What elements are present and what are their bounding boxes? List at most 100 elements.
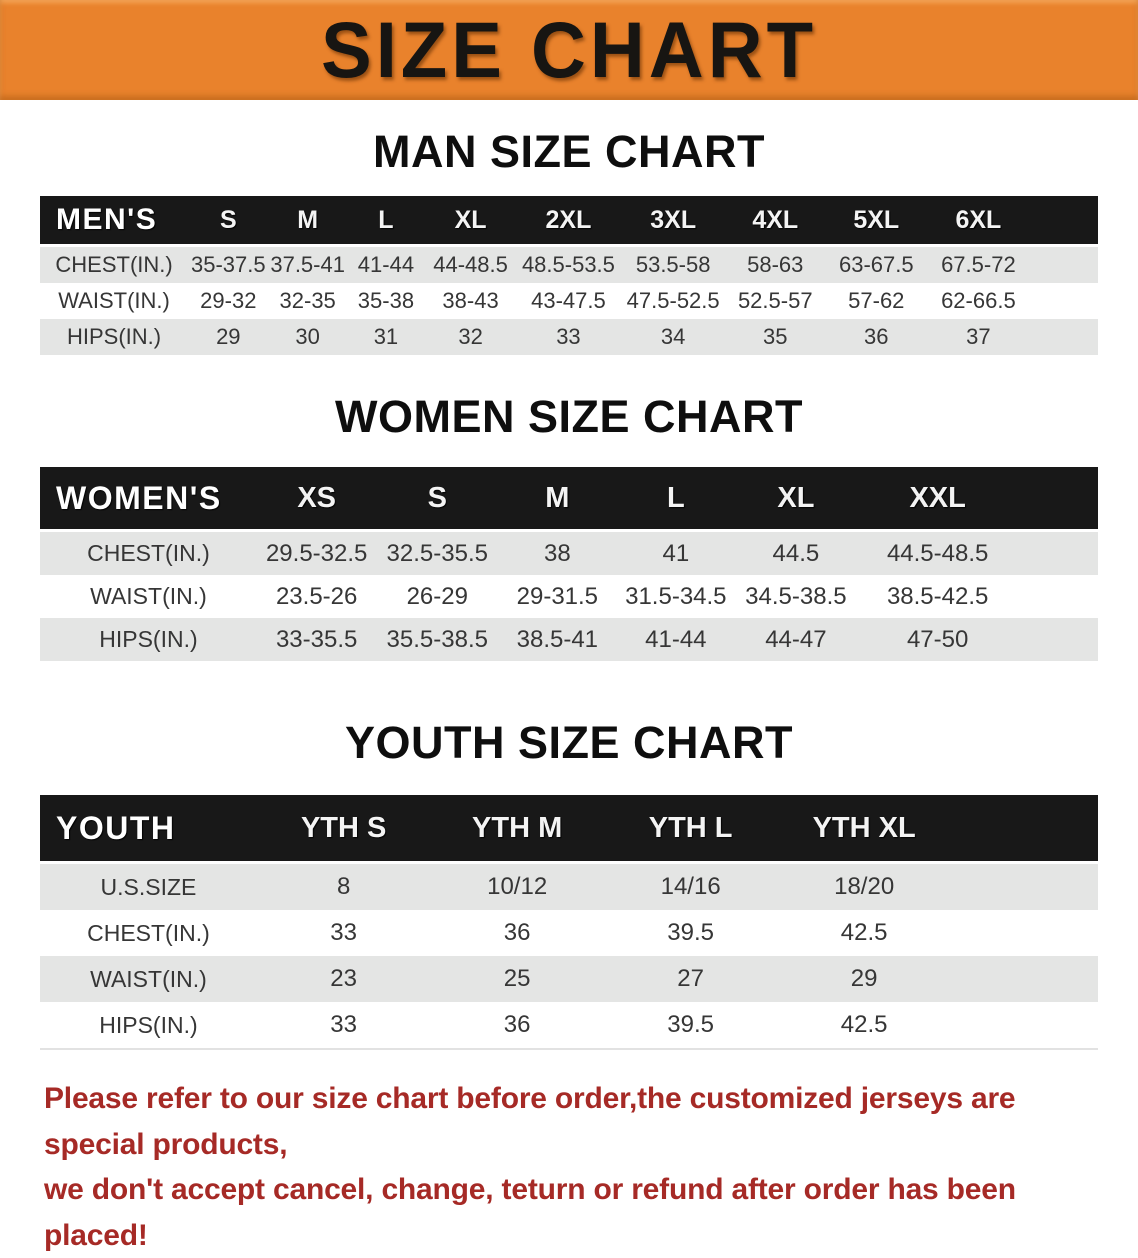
size-cell: 27 [603,956,778,1002]
banner-title: SIZE CHART [321,5,817,95]
row-label: HIPS(IN.) [40,1002,257,1048]
size-cell: 41-44 [616,618,736,661]
size-cell: 44-47 [735,618,857,661]
size-cell: 23 [256,956,431,1002]
size-cell: 38.5-42.5 [856,575,1019,618]
size-cell: 35.5-38.5 [376,618,499,661]
row-spacer [950,1002,1098,1048]
row-label: WAIST(IN.) [40,283,189,319]
youth-header-row: YOUTH YTH S YTH M YTH L YTH XL [40,795,1098,864]
size-cell: 33 [256,910,431,956]
size-cell: 42.5 [777,1002,951,1048]
size-cell: 62-66.5 [927,283,1030,319]
size-cell: 35-38 [346,283,426,319]
footer-note: Please refer to our size chart before or… [44,1076,1100,1258]
size-cell: 38 [498,530,617,575]
size-cell: 31 [346,319,426,355]
men-size-table: MEN'S S M L XL 2XL 3XL 4XL 5XL 6XL CHEST… [40,196,1098,355]
row-spacer [1018,618,1098,661]
size-cell: 44.5 [735,530,857,575]
size-cell: 47-50 [856,618,1019,661]
banner: SIZE CHART [0,0,1138,100]
men-hips-row: HIPS(IN.) 29 30 31 32 33 34 35 36 37 [40,319,1098,355]
size-cell: 39.5 [603,910,778,956]
size-cell: 44-48.5 [425,245,517,283]
youth-col-header: YTH XL [777,795,951,864]
row-spacer [1018,530,1098,575]
size-cell: 67.5-72 [927,245,1030,283]
row-spacer [1029,283,1098,319]
size-cell: 26-29 [376,575,499,618]
size-cell: 44.5-48.5 [856,530,1019,575]
youth-chest-row: CHEST(IN.) 33 36 39.5 42.5 [40,910,1098,956]
women-chest-row: CHEST(IN.) 29.5-32.5 32.5-35.5 38 41 44.… [40,530,1098,575]
women-header-row: WOMEN'S XS S M L XL XXL [40,467,1098,532]
men-section-heading: MAN SIZE CHART [373,126,765,177]
size-cell: 39.5 [603,1002,778,1048]
women-col-header: XL [735,467,857,532]
youth-waist-row: WAIST(IN.) 23 25 27 29 [40,956,1098,1002]
size-cell: 34.5-38.5 [735,575,857,618]
footer-note-line2: we don't accept cancel, change, teturn o… [44,1173,1016,1252]
men-table-title: MEN'S [40,196,189,247]
women-header-spacer [1018,467,1098,532]
size-cell: 29-32 [188,283,269,319]
size-cell: 14/16 [603,862,778,910]
size-cell: 43-47.5 [516,283,621,319]
size-cell: 36 [430,1002,604,1048]
size-cell: 38-43 [425,283,517,319]
men-col-header: S [188,196,269,247]
size-cell: 33-35.5 [256,618,377,661]
row-label: CHEST(IN.) [40,910,257,956]
men-chest-row: CHEST(IN.) 35-37.5 37.5-41 41-44 44-48.5… [40,245,1098,283]
size-cell: 25 [430,956,604,1002]
men-col-header: 3XL [620,196,726,247]
women-col-header: S [376,467,499,532]
size-cell: 35 [725,319,825,355]
size-cell: 29 [777,956,951,1002]
men-col-header: XL [425,196,517,247]
size-cell: 36 [430,910,604,956]
row-label: CHEST(IN.) [40,245,189,283]
size-cell: 41 [616,530,736,575]
women-section-heading: WOMEN SIZE CHART [335,391,803,442]
men-col-header: M [268,196,347,247]
size-cell: 8 [256,862,431,910]
size-cell: 36 [824,319,928,355]
footer-note-line1: Please refer to our size chart before or… [44,1082,1016,1161]
row-spacer [1029,319,1098,355]
men-col-header: 5XL [824,196,928,247]
size-cell: 23.5-26 [256,575,377,618]
row-label: CHEST(IN.) [40,530,257,575]
youth-table-title: YOUTH [40,795,257,864]
youth-header-spacer [950,795,1098,864]
size-cell: 29-31.5 [498,575,617,618]
size-cell: 35-37.5 [188,245,269,283]
size-cell: 58-63 [725,245,825,283]
row-label: HIPS(IN.) [40,618,257,661]
size-cell: 10/12 [430,862,604,910]
size-cell: 31.5-34.5 [616,575,736,618]
size-cell: 37.5-41 [268,245,347,283]
size-cell: 18/20 [777,862,951,910]
size-cell: 41-44 [346,245,426,283]
size-cell: 42.5 [777,910,951,956]
size-cell: 53.5-58 [620,245,726,283]
size-cell: 29.5-32.5 [256,530,377,575]
size-cell: 29 [188,319,269,355]
women-col-header: M [498,467,617,532]
row-spacer [950,956,1098,1002]
youth-col-header: YTH M [430,795,604,864]
women-size-table: WOMEN'S XS S M L XL XXL CHEST(IN.) 29.5-… [40,467,1098,661]
size-cell: 57-62 [824,283,928,319]
row-label: HIPS(IN.) [40,319,189,355]
women-waist-row: WAIST(IN.) 23.5-26 26-29 29-31.5 31.5-34… [40,575,1098,618]
size-cell: 33 [256,1002,431,1048]
row-label: WAIST(IN.) [40,575,257,618]
women-table-title: WOMEN'S [40,467,257,532]
youth-size-table: YOUTH YTH S YTH M YTH L YTH XL U.S.SIZE … [40,795,1098,1050]
row-spacer [950,910,1098,956]
youth-col-header: YTH S [256,795,431,864]
size-cell: 32-35 [268,283,347,319]
